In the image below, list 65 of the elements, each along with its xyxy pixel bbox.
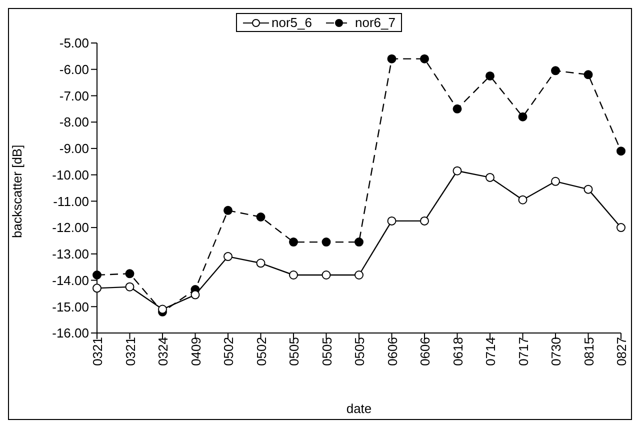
point: [224, 206, 232, 215]
point: [387, 216, 396, 226]
x-tick-label: 0324: [156, 337, 171, 366]
x-tick-label: 0606: [418, 337, 433, 366]
y-tick-label: -7.00: [59, 88, 89, 104]
y-tick-label: -15.00: [52, 299, 89, 314]
point: [616, 223, 626, 232]
x-tick-label: 0606: [384, 337, 400, 366]
point: [486, 172, 494, 182]
y-axis-title: backscatter [dB]: [10, 144, 25, 238]
y-tick-label: -10.00: [52, 167, 89, 182]
point: [92, 270, 102, 280]
x-tick-label: 0618: [450, 337, 466, 366]
point: [452, 166, 462, 176]
point: [256, 258, 266, 268]
point: [551, 176, 560, 186]
x-tick-label: 0502: [254, 337, 269, 366]
point: [486, 71, 494, 80]
x-tick-label: 0505: [319, 337, 334, 366]
x-tick-label: 0502: [221, 337, 236, 366]
y-tick-label: -8.00: [59, 114, 89, 130]
point: [616, 146, 626, 156]
x-tick-label: 0505: [352, 337, 368, 366]
x-tick-label: 0717: [516, 337, 531, 366]
x-tick-label: 0714: [483, 337, 498, 366]
y-tick-label: -14.00: [52, 272, 89, 288]
x-tick-label: 0815: [581, 337, 596, 366]
point: [387, 54, 396, 64]
point: [354, 238, 364, 247]
point: [584, 184, 593, 194]
legend-label: nor6_7: [355, 15, 396, 30]
y-tick-label: -6.00: [59, 62, 89, 77]
point: [322, 238, 331, 247]
y-tick-label: -5.00: [59, 36, 89, 51]
point: [190, 290, 200, 300]
point: [125, 269, 134, 278]
point: [92, 284, 102, 293]
point: [289, 238, 298, 247]
x-tick-label: 0409: [188, 337, 204, 366]
x-tick-label: 0730: [548, 337, 564, 366]
point: [551, 66, 560, 76]
point: [224, 252, 232, 262]
y-tick-label: -16.00: [52, 326, 89, 341]
point: [125, 282, 134, 292]
point: [322, 270, 331, 280]
point: [452, 104, 462, 114]
x-tick-label: 0321: [122, 337, 138, 366]
y-tick-label: -13.00: [52, 246, 89, 262]
point: [158, 304, 167, 314]
y-tick-label: -12.00: [52, 220, 89, 236]
point: [518, 112, 528, 122]
point: [289, 270, 298, 280]
point: [256, 212, 266, 222]
x-axis-title: date: [346, 401, 372, 416]
point: [420, 54, 429, 64]
point: [354, 270, 364, 280]
y-tick-label: -9.00: [59, 141, 89, 156]
legend-label: nor5_6: [272, 15, 312, 30]
y-tick-label: -11.00: [53, 194, 89, 209]
x-tick-label: 0321: [90, 337, 106, 366]
x-tick-label: 0827: [614, 337, 630, 366]
point: [518, 195, 528, 204]
x-tick-label: 0505: [286, 337, 302, 366]
point: [420, 216, 429, 226]
point: [584, 70, 593, 80]
